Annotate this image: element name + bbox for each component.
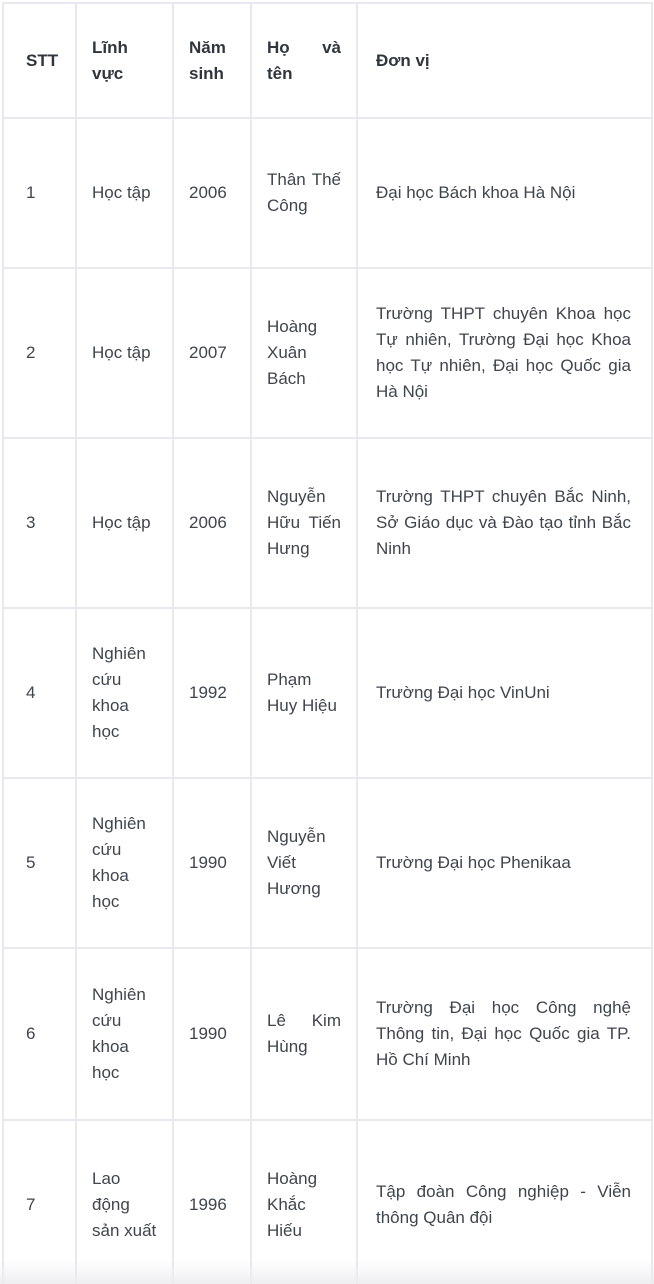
- cell-ho_va_ten: Nguyễn Hữu Tiến Hưng: [250, 437, 358, 609]
- cell-nam_sinh: 1992: [172, 607, 252, 779]
- cell-stt: 5: [2, 777, 77, 949]
- cell-stt: 7: [2, 1119, 77, 1284]
- table-header: STT Lĩnh vực Năm sinh Họ và tên Đơn vị: [2, 2, 653, 119]
- column-header-don_vi: Đơn vị: [356, 2, 653, 119]
- column-header-linh_vuc: Lĩnh vực: [75, 2, 174, 119]
- cell-don_vi: Trường Đại học VinUni: [356, 607, 653, 779]
- cell-nam_sinh: 2007: [172, 267, 252, 439]
- cell-ho_va_ten: Nguyễn Viết Hương: [250, 777, 358, 949]
- table-row: 2 Học tập 2007 Hoàng Xuân Bách Trường THPT c…: [2, 267, 653, 439]
- column-header-ho_va_ten: Họ và tên: [250, 2, 358, 119]
- cell-stt: 3: [2, 437, 77, 609]
- cell-don_vi: Đại học Bách khoa Hà Nội: [356, 117, 653, 269]
- cell-linh_vuc: Lao động sản xuất: [75, 1119, 174, 1284]
- cell-linh_vuc: Nghiên cứu khoa học: [75, 777, 174, 949]
- cell-don_vi: Trường THPT chuyên Khoa học Tự nhiên, Tr…: [356, 267, 653, 439]
- cell-don_vi: Trường THPT chuyên Bắc Ninh, Sở Giáo dục…: [356, 437, 653, 609]
- cell-stt: 4: [2, 607, 77, 779]
- cell-nam_sinh: 1996: [172, 1119, 252, 1284]
- column-header-stt: STT: [2, 2, 77, 119]
- cell-linh_vuc: Học tập: [75, 437, 174, 609]
- cell-stt: 1: [2, 117, 77, 269]
- table-body: 1 Học tập 2006 Thân Thế Công Đại học Bách kh…: [2, 117, 653, 1284]
- cell-don_vi: Trường Đại học Công nghệ Thông tin, Đại …: [356, 947, 653, 1121]
- cell-linh_vuc: Nghiên cứu khoa học: [75, 607, 174, 779]
- table-row: 6 Nghiên cứu khoa học 1990 Lê Kim Hùng Trườn…: [2, 947, 653, 1121]
- cell-ho_va_ten: Phạm Huy Hiệu: [250, 607, 358, 779]
- cell-nam_sinh: 2006: [172, 437, 252, 609]
- table-header-row: STT Lĩnh vực Năm sinh Họ và tên Đơn vị: [2, 2, 653, 119]
- cell-nam_sinh: 2006: [172, 117, 252, 269]
- cell-nam_sinh: 1990: [172, 947, 252, 1121]
- cell-ho_va_ten: Hoàng Khắc Hiếu: [250, 1119, 358, 1284]
- cell-ho_va_ten: Hoàng Xuân Bách: [250, 267, 358, 439]
- cell-don_vi: Trường Đại học Phenikaa: [356, 777, 653, 949]
- cell-ho_va_ten: Thân Thế Công: [250, 117, 358, 269]
- cell-stt: 6: [2, 947, 77, 1121]
- table-row: 3 Học tập 2006 Nguyễn Hữu Tiến Hưng Trường T…: [2, 437, 653, 609]
- cell-don_vi: Tập đoàn Công nghiệp - Viễn thông Quân đ…: [356, 1119, 653, 1284]
- cell-linh_vuc: Nghiên cứu khoa học: [75, 947, 174, 1121]
- cell-linh_vuc: Học tập: [75, 267, 174, 439]
- table-row: 4 Nghiên cứu khoa học 1992 Phạm Huy Hiệu Trư…: [2, 607, 653, 779]
- table-row: 1 Học tập 2006 Thân Thế Công Đại học Bách kh…: [2, 117, 653, 269]
- table-row: 7 Lao động sản xuất 1996 Hoàng Khắc Hiếu Tập…: [2, 1119, 653, 1284]
- cell-stt: 2: [2, 267, 77, 439]
- cell-linh_vuc: Học tập: [75, 117, 174, 269]
- table-row: 5 Nghiên cứu khoa học 1990 Nguyễn Viết Hươn…: [2, 777, 653, 949]
- cell-ho_va_ten: Lê Kim Hùng: [250, 947, 358, 1121]
- cell-nam_sinh: 1990: [172, 777, 252, 949]
- column-header-nam_sinh: Năm sinh: [172, 2, 252, 119]
